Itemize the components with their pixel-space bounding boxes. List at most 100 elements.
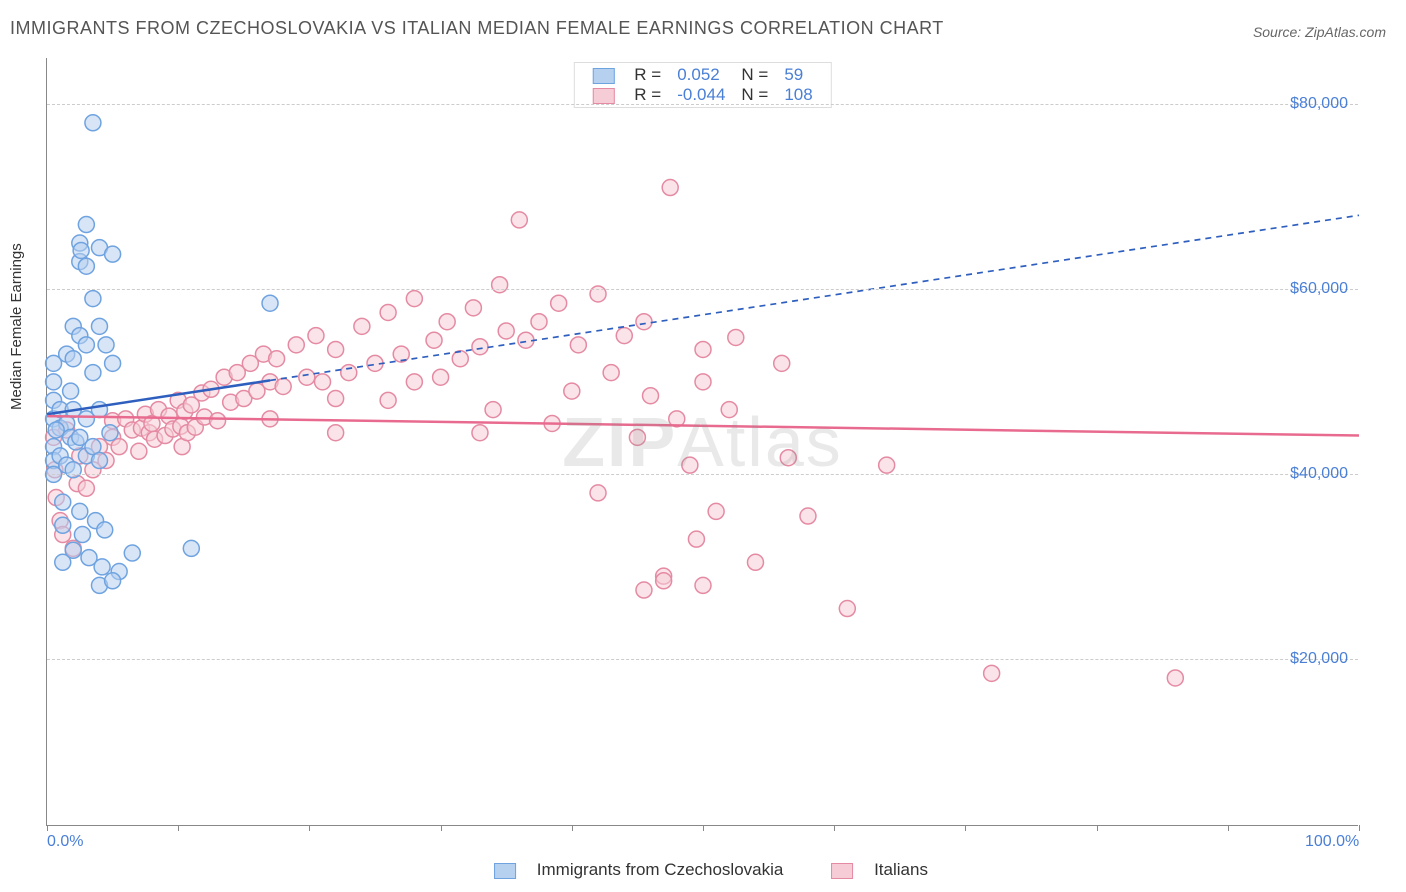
data-point: [662, 180, 678, 196]
legend-row: R =0.052N =59: [584, 65, 820, 85]
x-tick-mark: [309, 825, 310, 831]
data-point: [406, 374, 422, 390]
data-point: [78, 217, 94, 233]
data-point: [72, 503, 88, 519]
data-point: [328, 391, 344, 407]
data-point: [131, 443, 147, 459]
legend-r-value: -0.044: [669, 85, 733, 105]
x-tick-label: 0.0%: [47, 833, 83, 851]
x-tick-mark: [572, 825, 573, 831]
data-point: [485, 402, 501, 418]
data-point: [55, 494, 71, 510]
data-point: [656, 573, 672, 589]
data-point: [78, 480, 94, 496]
data-point: [94, 559, 110, 575]
y-tick-label: $40,000: [1290, 465, 1348, 483]
data-point: [183, 540, 199, 556]
x-tick-mark: [965, 825, 966, 831]
data-point: [91, 402, 107, 418]
x-tick-label: 100.0%: [1305, 833, 1359, 851]
data-point: [695, 374, 711, 390]
data-point: [564, 383, 580, 399]
data-point: [551, 295, 567, 311]
legend-n-label: N =: [733, 85, 776, 105]
data-point: [48, 422, 64, 438]
data-point: [85, 291, 101, 307]
data-point: [299, 369, 315, 385]
data-point: [74, 527, 90, 543]
data-point: [879, 457, 895, 473]
data-point: [728, 329, 744, 345]
legend-correlation: R =0.052N =59R =-0.044N =108: [573, 62, 831, 108]
legend-row: R =-0.044N =108: [584, 85, 820, 105]
data-point: [98, 337, 114, 353]
data-point: [590, 485, 606, 501]
data-point: [721, 402, 737, 418]
legend-table: R =0.052N =59R =-0.044N =108: [584, 65, 820, 105]
data-point: [570, 337, 586, 353]
source-attribution: Source: ZipAtlas.com: [1253, 24, 1386, 40]
data-point: [354, 318, 370, 334]
data-point: [472, 425, 488, 441]
data-point: [984, 665, 1000, 681]
y-tick-label: $20,000: [1290, 650, 1348, 668]
data-point: [780, 450, 796, 466]
data-point: [472, 339, 488, 355]
data-point: [839, 601, 855, 617]
data-point: [308, 328, 324, 344]
legend-swatch: [831, 863, 853, 879]
data-point: [328, 341, 344, 357]
legend-series: Immigrants from Czechoslovakia Italians: [462, 860, 944, 880]
data-point: [269, 351, 285, 367]
legend-item: Immigrants from Czechoslovakia: [478, 860, 783, 879]
data-point: [695, 577, 711, 593]
gridline: [47, 289, 1358, 290]
data-point: [210, 413, 226, 429]
data-point: [105, 355, 121, 371]
data-point: [341, 365, 357, 381]
gridline: [47, 104, 1358, 105]
legend-n-value: 59: [776, 65, 820, 85]
data-point: [406, 291, 422, 307]
plot-area: ZIPAtlas R =0.052N =59R =-0.044N =108 $2…: [46, 58, 1358, 826]
data-point: [511, 212, 527, 228]
data-point: [91, 453, 107, 469]
data-point: [124, 545, 140, 561]
data-point: [315, 374, 331, 390]
data-point: [46, 374, 62, 390]
data-point: [465, 300, 481, 316]
data-point: [78, 258, 94, 274]
x-tick-mark: [1097, 825, 1098, 831]
data-point: [629, 429, 645, 445]
data-point: [105, 246, 121, 262]
data-point: [498, 323, 514, 339]
data-point: [73, 242, 89, 258]
x-tick-mark: [703, 825, 704, 831]
data-point: [85, 365, 101, 381]
data-point: [452, 351, 468, 367]
data-point: [708, 503, 724, 519]
data-point: [433, 369, 449, 385]
y-tick-label: $80,000: [1290, 95, 1348, 113]
legend-swatch: [592, 88, 614, 104]
legend-swatch: [592, 68, 614, 84]
data-point: [774, 355, 790, 371]
data-point: [97, 522, 113, 538]
data-point: [682, 457, 698, 473]
data-point: [105, 573, 121, 589]
data-point: [328, 425, 344, 441]
legend-r-label: R =: [626, 65, 669, 85]
legend-n-value: 108: [776, 85, 820, 105]
data-point: [262, 295, 278, 311]
x-tick-mark: [834, 825, 835, 831]
data-point: [531, 314, 547, 330]
data-point: [55, 517, 71, 533]
data-point: [1167, 670, 1183, 686]
regression-line-dashed: [270, 215, 1359, 380]
data-point: [800, 508, 816, 524]
data-point: [603, 365, 619, 381]
data-point: [65, 351, 81, 367]
x-tick-mark: [47, 825, 48, 831]
data-point: [688, 531, 704, 547]
data-point: [426, 332, 442, 348]
